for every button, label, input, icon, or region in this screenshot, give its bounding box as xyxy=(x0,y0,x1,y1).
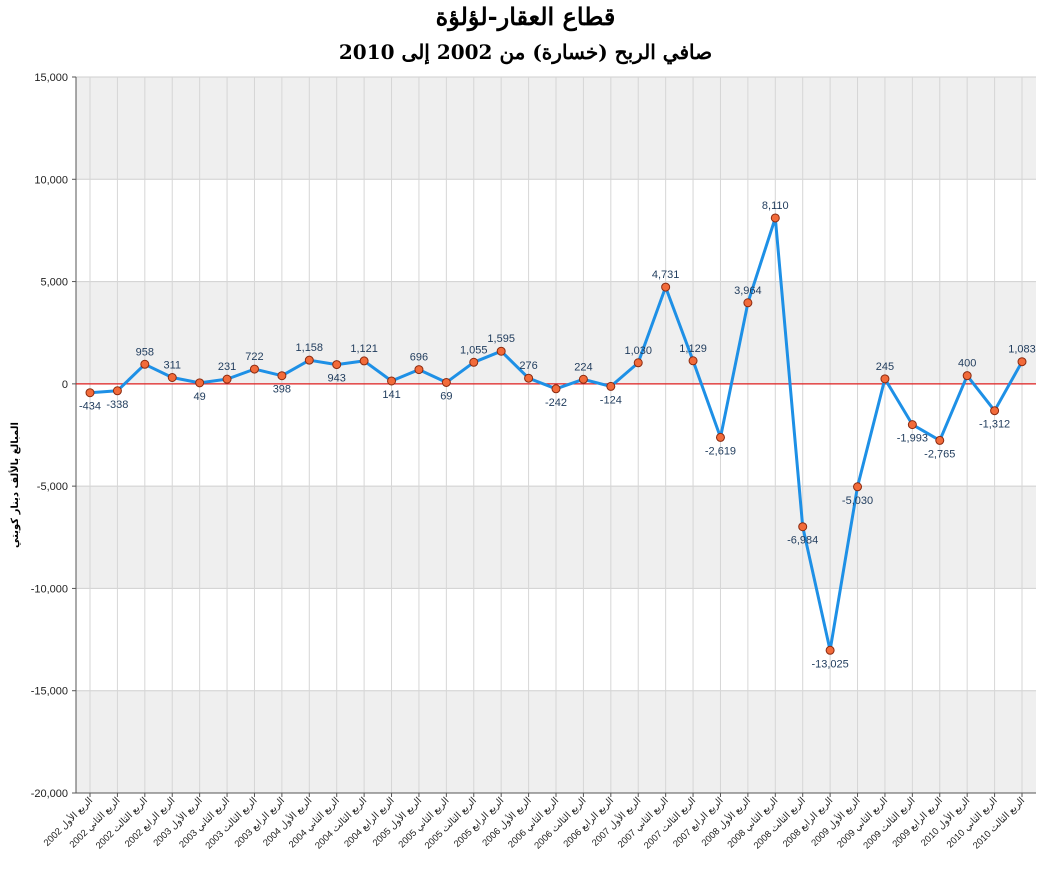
data-point xyxy=(661,282,671,292)
data-point xyxy=(222,374,232,384)
data-label: 49 xyxy=(194,391,206,403)
data-point xyxy=(469,357,479,367)
data-label: 8,110 xyxy=(762,200,789,212)
data-point xyxy=(140,359,150,369)
data-label: 1,083 xyxy=(1008,344,1036,356)
data-point xyxy=(743,298,753,308)
x-tick-label: الربع الأول 2007 xyxy=(589,795,643,849)
data-label: 1,030 xyxy=(624,345,652,357)
data-point xyxy=(606,381,616,391)
data-point xyxy=(304,355,314,365)
data-label: 231 xyxy=(218,361,236,373)
data-point xyxy=(112,386,122,396)
data-label: -124 xyxy=(600,394,622,406)
data-point xyxy=(332,360,342,370)
data-label: 245 xyxy=(876,361,894,373)
data-label: -5,030 xyxy=(842,495,873,507)
data-point xyxy=(825,645,835,655)
data-point xyxy=(935,435,945,445)
y-tick-label: 0 xyxy=(62,379,68,391)
y-tick-label: -20,000 xyxy=(31,788,68,800)
data-point xyxy=(1017,357,1027,367)
data-point xyxy=(853,482,863,492)
data-point xyxy=(962,371,972,381)
data-point xyxy=(414,365,424,375)
data-label: 69 xyxy=(440,390,452,402)
y-axis-title: المبالغ بالألف دينار كويتي xyxy=(8,422,21,548)
data-label: 696 xyxy=(410,352,428,364)
data-point xyxy=(524,373,534,383)
x-tick-label: الربع الأول 2005 xyxy=(370,795,424,849)
data-point xyxy=(907,420,917,430)
data-label: 4,731 xyxy=(652,269,680,281)
data-label: 1,129 xyxy=(679,343,707,355)
data-point xyxy=(387,376,397,386)
x-tick-label: الربع الأول 2009 xyxy=(809,795,863,849)
chart-subtitle: صافي الربح (خسارة) من 2002 إلى 2010 xyxy=(338,40,713,64)
y-tick-label: -15,000 xyxy=(31,686,68,698)
x-tick-label: الربع الأول 2002 xyxy=(41,795,95,849)
data-label: 311 xyxy=(163,359,181,371)
x-tick-label: الربع الأول 2004 xyxy=(260,795,314,849)
data-point xyxy=(798,522,808,532)
data-label: 1,158 xyxy=(296,342,324,354)
y-tick-label: 10,000 xyxy=(34,174,68,186)
data-point xyxy=(770,213,780,223)
data-label: 1,055 xyxy=(460,344,488,356)
data-label: 276 xyxy=(519,360,537,372)
data-label: 1,121 xyxy=(350,343,378,355)
x-tick-label: الربع الأول 2006 xyxy=(480,795,534,849)
data-point xyxy=(167,372,177,382)
y-tick-label: 5,000 xyxy=(40,277,68,289)
data-label: -1,993 xyxy=(897,433,928,445)
data-label: -2,619 xyxy=(705,445,736,457)
data-label: 224 xyxy=(574,361,592,373)
data-point xyxy=(249,364,259,374)
y-tick-label: -10,000 xyxy=(31,583,68,595)
data-point xyxy=(195,378,205,388)
data-point xyxy=(990,406,1000,416)
y-tick-label: -5,000 xyxy=(37,481,68,493)
data-point xyxy=(715,432,725,442)
data-label: -338 xyxy=(106,399,128,411)
data-label: 722 xyxy=(245,351,263,363)
data-point xyxy=(688,356,698,366)
data-label: -13,025 xyxy=(811,658,848,670)
data-label: -1,312 xyxy=(979,419,1010,431)
data-label: -434 xyxy=(79,401,101,413)
data-point xyxy=(633,358,643,368)
data-point xyxy=(277,371,287,381)
data-label: 943 xyxy=(328,373,346,385)
data-point xyxy=(496,346,506,356)
chart-title: قطاع العقار-لؤلؤة xyxy=(435,2,616,31)
y-tick-label: 15,000 xyxy=(34,72,68,84)
x-tick-label: الربع الأول 2010 xyxy=(918,795,972,849)
data-label: -242 xyxy=(545,397,567,409)
data-label: -6,984 xyxy=(787,535,818,547)
x-tick-label: الربع الأول 2008 xyxy=(699,795,753,849)
data-point xyxy=(441,377,451,387)
data-label: 141 xyxy=(382,389,400,401)
data-label: 3,964 xyxy=(734,285,762,297)
data-point xyxy=(578,374,588,384)
data-label: -2,765 xyxy=(924,448,955,460)
data-point xyxy=(880,374,890,384)
data-point xyxy=(551,384,561,394)
data-point xyxy=(85,388,95,398)
data-label: 398 xyxy=(273,384,291,396)
data-label: 400 xyxy=(958,358,976,370)
data-label: 1,595 xyxy=(487,333,515,345)
x-tick-label: الربع الأول 2003 xyxy=(151,795,205,849)
data-label: 958 xyxy=(136,346,154,358)
data-point xyxy=(359,356,369,366)
